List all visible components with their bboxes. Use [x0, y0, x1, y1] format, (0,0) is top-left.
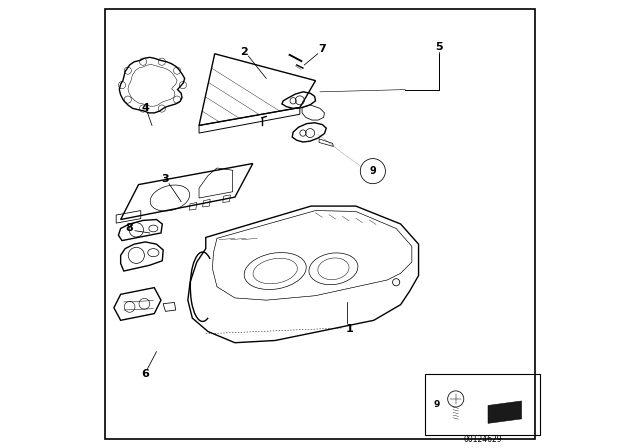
- Text: 6: 6: [141, 369, 149, 379]
- Bar: [425, 374, 540, 435]
- Text: 7: 7: [318, 44, 326, 54]
- Polygon shape: [488, 401, 522, 423]
- Text: 4: 4: [141, 103, 149, 112]
- Text: 5: 5: [435, 42, 442, 52]
- Text: 3: 3: [162, 174, 169, 184]
- Text: 1: 1: [345, 324, 353, 334]
- Text: 9: 9: [369, 166, 376, 176]
- Text: 00124629: 00124629: [463, 435, 502, 444]
- Text: 2: 2: [240, 47, 248, 56]
- Text: 9: 9: [433, 400, 440, 409]
- Text: 8: 8: [125, 224, 134, 233]
- Circle shape: [360, 159, 385, 184]
